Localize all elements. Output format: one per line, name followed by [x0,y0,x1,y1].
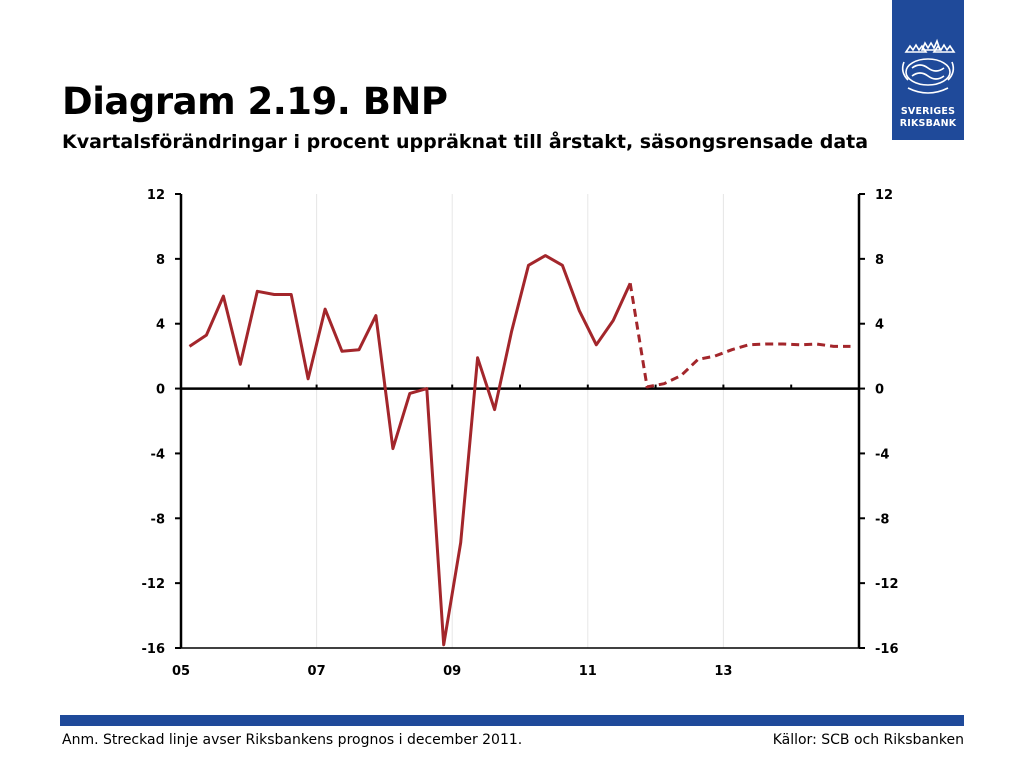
footer-divider-bar [60,715,964,726]
forecast-series-line [628,282,851,389]
y-tick-label-left: -4 [151,447,165,462]
y-tick-label-right: -16 [875,642,899,657]
gdp-line-chart: 12 12 8 8 4 4 0 0 -4 -4 -8 -8 -12 -12 -16 -16 05 07 09 11 13 [142,188,899,679]
y-tick-label-left: 8 [156,253,165,268]
y-tick-label-right: -12 [875,577,899,592]
x-tick-label-05: 05 [172,664,190,679]
x-tick-label-11: 11 [579,664,597,679]
y-tick-label-left: -12 [142,577,166,592]
x-tick-label-13: 13 [714,664,732,679]
y-tick-label-left: -16 [142,642,166,657]
riksbank-logo: SVERIGES RIKSBANK [892,0,964,140]
y-tick-label-right: -8 [875,512,889,527]
chart-title: Diagram 2.19. BNP [62,80,448,123]
y-tick-label-right: 0 [875,383,884,398]
chart-subtitle: Kvartalsförändringar i procent uppräknat… [62,131,869,153]
y-tick-label-right: 8 [875,253,884,268]
footnote: Anm. Streckad linje avser Riksbankens pr… [62,732,523,748]
y-tick-label-left: 4 [156,318,165,333]
logo-text-line2: RIKSBANK [899,118,957,129]
crown-emblem-icon [901,38,956,94]
logo-text-line1: SVERIGES [900,106,956,117]
x-tick-label-07: 07 [308,664,326,679]
y-tick-label-right: -4 [875,447,889,462]
y-tick-label-left: -8 [151,512,165,527]
y-tick-label-left: 12 [147,188,165,203]
x-tick-label-09: 09 [443,664,461,679]
outcome-series-line [188,254,632,647]
y-tick-label-left: 0 [156,383,165,398]
y-tick-label-right: 4 [875,318,884,333]
source-note: Källor: SCB och Riksbanken [772,732,964,748]
y-tick-label-right: 12 [875,188,893,203]
